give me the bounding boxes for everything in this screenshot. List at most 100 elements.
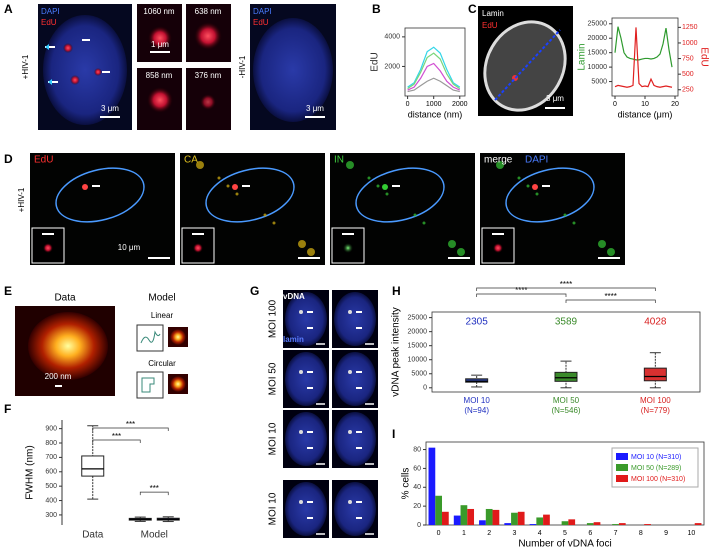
inset-label: 638 nm [195, 7, 222, 16]
scale-label: 10 μm [118, 243, 141, 252]
x-tick-label: 0 [406, 101, 410, 108]
y-tick-label: 25000 [408, 314, 428, 321]
panel-a-images [38, 4, 336, 130]
row-label: MOI 50 [268, 362, 279, 395]
speck [196, 161, 204, 169]
nucleus-outline [505, 167, 595, 223]
x-tick-label: 1 [462, 530, 466, 537]
bar [453, 515, 461, 525]
bar [536, 517, 544, 525]
x-tick-label: 3 [513, 530, 517, 537]
bar [568, 519, 576, 525]
speck [298, 240, 306, 248]
significance: *** [150, 484, 159, 493]
label: Circular [148, 359, 176, 368]
panel-letter: F [4, 402, 11, 416]
bar [694, 523, 702, 525]
panel-letter: I [392, 427, 395, 441]
focus [232, 184, 238, 190]
plot-frame [431, 311, 701, 393]
focus [299, 370, 303, 374]
speck [517, 176, 521, 180]
x-axis-label: Number of vDNA foci [518, 539, 611, 550]
speck [422, 221, 426, 225]
focus [343, 243, 353, 253]
bar [529, 524, 537, 525]
x-tick-label: 0 [613, 101, 617, 108]
y-tick-label: 0 [417, 522, 421, 529]
panel-letter: C [468, 2, 477, 16]
bar [561, 521, 569, 525]
bar [511, 512, 518, 525]
legend-swatch [616, 453, 628, 460]
median-label: 2305 [466, 317, 489, 328]
speck [367, 176, 371, 180]
series-line [407, 52, 461, 90]
label: lamin [283, 335, 304, 344]
speck [535, 192, 539, 196]
series-line [614, 27, 673, 88]
channel-label: IN [334, 155, 344, 166]
bracket [92, 439, 141, 443]
nucleus [334, 292, 376, 346]
speck [376, 184, 380, 188]
panel-e-images [15, 306, 188, 399]
y-axis-label: EdU [370, 52, 381, 71]
focus [348, 430, 352, 434]
nucleus-outline [355, 167, 445, 223]
panel-letter: H [392, 284, 401, 298]
series-line [407, 62, 461, 91]
x-tick-label: 10 [687, 530, 695, 537]
y-tick-label: 15000 [408, 343, 428, 350]
y-tick-label: 10000 [408, 357, 428, 364]
row-label: MOI 10 [268, 492, 279, 525]
x-axis-label: distance (μm) [618, 109, 673, 119]
label: DAPI [253, 7, 272, 16]
panel-letter: G [250, 284, 259, 298]
nucleus-outline [55, 167, 145, 223]
x-tick-label: 0 [437, 530, 441, 537]
x-tick-label: MOI 100 [640, 396, 671, 405]
bar [428, 447, 436, 525]
panel-title: Model [148, 293, 175, 304]
x-tick-label: 6 [588, 530, 592, 537]
nucleus [285, 352, 327, 406]
focus [348, 500, 352, 504]
bar [644, 524, 651, 525]
panel-letter: D [4, 152, 13, 166]
x-tick-label: 10 [641, 101, 649, 108]
y-tick-label: 1000 [682, 40, 698, 47]
arrow [356, 311, 362, 329]
y-tick-label: 10000 [588, 64, 608, 71]
y-tick-label: 60 [413, 465, 421, 472]
speck [526, 184, 530, 188]
label: DAPI [41, 7, 60, 16]
inset-label: 1060 nm [143, 7, 174, 16]
inset-label: 376 nm [195, 71, 222, 80]
condition: +HIV-1 [17, 187, 26, 212]
bracket [476, 287, 656, 291]
focus [382, 184, 388, 190]
x-tick-sublabel: (N=94) [464, 406, 489, 415]
x-tick-label: 2000 [452, 101, 468, 108]
y-tick-label: 25000 [588, 21, 608, 28]
y-axis-label: Lamin [577, 43, 588, 70]
significance: **** [604, 292, 616, 301]
panel-c-image [478, 6, 573, 116]
legend-label: MOI 50 (N=289) [631, 465, 681, 472]
speck [496, 161, 504, 169]
channel-label: merge [484, 155, 513, 166]
y-tick-label: 500 [682, 71, 694, 78]
significance: *** [112, 432, 121, 441]
y-tick-label: 1250 [682, 24, 698, 31]
scale-label: 3 μm [546, 94, 564, 103]
speck [307, 248, 315, 256]
x-tick-label: 2 [487, 530, 491, 537]
y-tick-label: 5000 [411, 371, 427, 378]
scale-label: 3 μm [306, 104, 324, 113]
y-tick-label: 80 [413, 446, 421, 453]
speck [217, 176, 221, 180]
legend-swatch [616, 464, 628, 471]
focus [348, 310, 352, 314]
